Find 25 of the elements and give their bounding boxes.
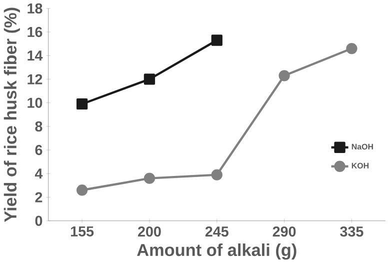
y-tick-label: 0 bbox=[35, 216, 42, 226]
point bbox=[144, 74, 156, 85]
x-tick-label: 290 bbox=[272, 226, 296, 237]
y-tick-label: 10 bbox=[28, 98, 42, 108]
y-tick-label: 14 bbox=[28, 50, 43, 61]
point bbox=[346, 42, 358, 54]
y-tick-label: 12 bbox=[28, 74, 42, 84]
point bbox=[278, 70, 290, 82]
y-tick-label: 8 bbox=[35, 121, 42, 132]
y-tick-label: 4 bbox=[34, 168, 43, 179]
point bbox=[144, 172, 156, 184]
x-tick-label: 200 bbox=[138, 226, 161, 237]
y-tick-label: 2 bbox=[35, 192, 42, 202]
y-tick-label: 18 bbox=[28, 3, 42, 14]
point bbox=[211, 34, 222, 46]
x-tick-label: 155 bbox=[71, 226, 94, 236]
point bbox=[76, 184, 88, 196]
y-axis-title: Yield of rice husk fiber (%) bbox=[4, 8, 20, 222]
x-tick-label: 245 bbox=[205, 226, 228, 237]
y-tick-label: 6 bbox=[35, 144, 42, 156]
x-tick-label: 335 bbox=[340, 226, 364, 237]
point bbox=[211, 169, 222, 180]
y-tick-label: 16 bbox=[28, 26, 42, 38]
point bbox=[76, 98, 88, 110]
x-axis-title: Amount of alkali (g) bbox=[137, 243, 296, 260]
